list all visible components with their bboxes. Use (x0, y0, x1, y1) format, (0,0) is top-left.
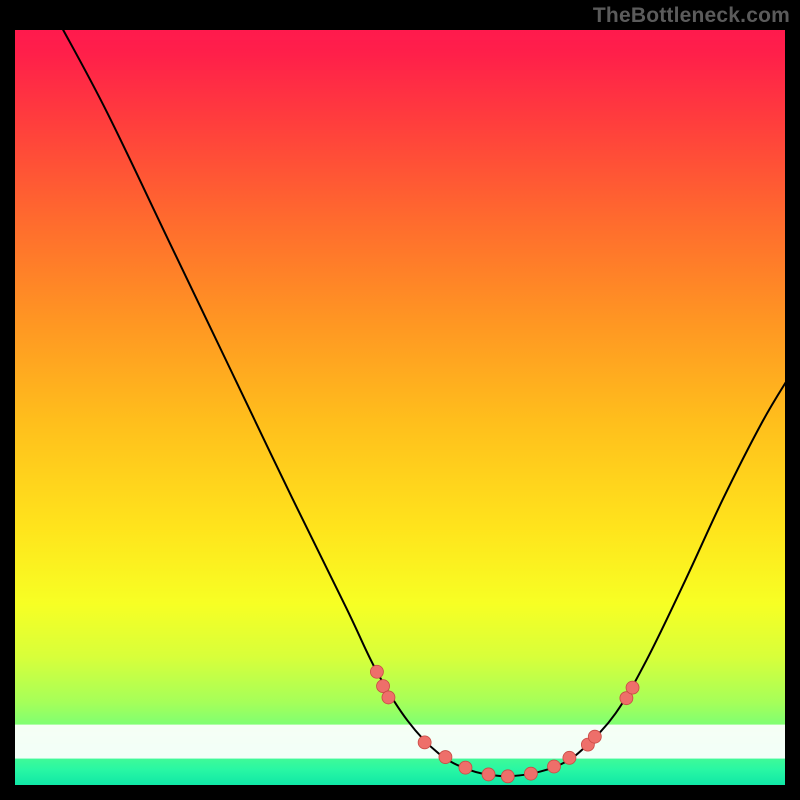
white-band (15, 725, 785, 759)
curve-marker (482, 768, 495, 781)
curve-marker (563, 751, 576, 764)
chart-svg (0, 0, 800, 800)
curve-marker (548, 760, 561, 773)
curve-marker (439, 751, 452, 764)
curve-marker (418, 736, 431, 749)
curve-marker (459, 761, 472, 774)
curve-marker (588, 730, 601, 743)
curve-marker (524, 767, 537, 780)
curve-marker (370, 665, 383, 678)
curve-marker (382, 691, 395, 704)
curve-marker (626, 681, 639, 694)
gradient-background (15, 30, 785, 785)
curve-marker (501, 770, 514, 783)
